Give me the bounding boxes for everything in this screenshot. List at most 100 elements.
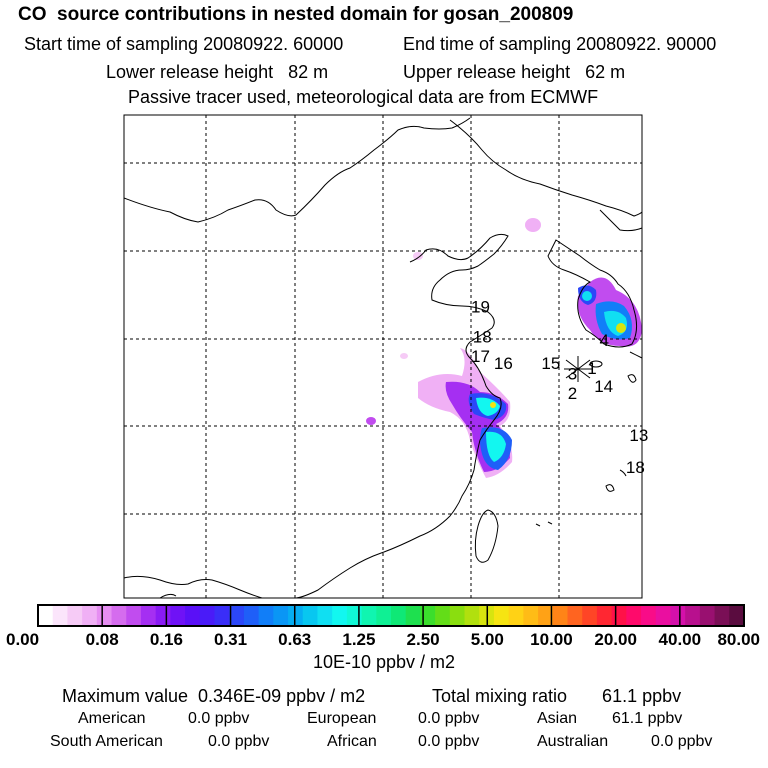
colorbar-tick-label: 0.16: [150, 630, 183, 649]
colorbar-swatch: [317, 605, 333, 626]
region-value: 61.1 ppbv: [612, 710, 683, 727]
concentration-field: [366, 218, 642, 478]
colorbar-frame: [37, 604, 745, 627]
colorbar-swatch: [538, 605, 554, 626]
colorbar-ticks: 0.00 0.08 0.16 0.31 0.63 1.25 2.50 5.00 10.00 20.…: [6, 605, 760, 649]
japan-coast: [629, 351, 643, 359]
trajectory-marker: 14: [594, 377, 613, 396]
colorbar-tick-label: 40.00: [659, 630, 702, 649]
tracer-note: Passive tracer used, meteorological data…: [128, 87, 599, 107]
colorbar-swatch: [626, 605, 642, 626]
max-value: Maximum value 0.346E-09 ppbv / m2: [62, 686, 366, 706]
start-time: Start time of sampling 20080922. 60000: [24, 34, 344, 54]
taiwan-coast: [474, 509, 499, 563]
lower-release-height: Lower release height 82 m: [106, 62, 329, 82]
colorbar-tick-label: 20.00: [594, 630, 637, 649]
colorbar-tick-label: 0.31: [214, 630, 247, 649]
colorbar-swatch: [508, 605, 524, 626]
receptor-star: [564, 356, 592, 382]
colorbar-swatch: [376, 605, 392, 626]
colorbar-swatch: [199, 605, 215, 626]
plume-patch: [400, 353, 408, 359]
colorbar-swatch: [288, 605, 304, 626]
region-value: 0.0 ppbv: [651, 733, 713, 750]
colorbar-swatch: [655, 605, 671, 626]
trajectory-marker: 16: [494, 354, 513, 373]
colorbar-swatch: [243, 605, 260, 626]
border-line: [449, 119, 643, 217]
colorbar-swatch: [493, 605, 510, 626]
total-mixing-ratio: Total mixing ratio 61.1 ppbv: [432, 686, 682, 706]
colorbar-swatch: [729, 605, 745, 626]
colorbar-tick-label: 0.00: [6, 630, 39, 649]
colorbar-tick-label: 10.00: [530, 630, 573, 649]
colorbar-tick-label: 0.63: [278, 630, 311, 649]
region-name: European: [307, 710, 377, 727]
plume-patch: [366, 417, 376, 425]
colorbar-swatch: [670, 605, 686, 626]
colorbar-swatch: [126, 605, 142, 626]
colorbar-swatch: [258, 605, 274, 626]
colorbar-swatch: [52, 605, 68, 626]
colorbar-swatch: [67, 605, 83, 626]
border-line: [159, 593, 177, 599]
colorbar-swatch: [170, 605, 186, 626]
island: [535, 521, 553, 527]
plot-frame: [123, 114, 643, 599]
trajectory-marker: 13: [629, 426, 648, 445]
graticule: [124, 115, 642, 598]
colorbar-swatch: [391, 605, 407, 626]
colorbar-swatch: [567, 605, 583, 626]
china-coast: [295, 233, 509, 599]
plume-patch: [582, 291, 592, 301]
island: [605, 484, 615, 492]
colorbar-swatch: [273, 605, 289, 626]
colorbar-swatch: [596, 605, 613, 626]
colorbar-swatch: [155, 605, 171, 626]
border-line: [599, 209, 643, 232]
plume-patch: [525, 218, 541, 232]
colorbar-swatch: [611, 605, 627, 626]
colorbar-swatch: [82, 605, 98, 626]
trajectory-marker: 4: [600, 331, 609, 350]
plume-max: [616, 323, 626, 333]
colorbar-swatch: [464, 605, 480, 626]
end-time: End time of sampling 20080922. 90000: [403, 34, 717, 54]
trajectory-marker: 19: [471, 298, 490, 317]
colorbar-unit: 10E-10 ppbv / m2: [312, 652, 456, 672]
colorbar-tick-label: 5.00: [471, 630, 504, 649]
colorbar-swatch: [229, 605, 245, 626]
colorbar-swatch: [523, 605, 539, 626]
trajectory-marker: 17: [471, 347, 490, 366]
island: [627, 374, 637, 383]
colorbar-swatch: [685, 605, 701, 626]
region-name: Asian: [537, 710, 578, 727]
trajectory-marker: 18: [626, 458, 645, 477]
region-value: 0.0 ppbv: [188, 710, 250, 727]
border-line: [123, 117, 471, 223]
plume-patch: [413, 252, 423, 260]
colorbar-tick-label: 0.08: [86, 630, 119, 649]
colorbar-tick-label: 2.50: [407, 630, 440, 649]
region-name: African: [327, 733, 377, 750]
colorbar-tick-label: 1.25: [342, 630, 375, 649]
island: [619, 469, 627, 477]
colorbar-swatch: [582, 605, 598, 626]
colorbar: [37, 604, 745, 627]
region-value: 0.0 ppbv: [418, 733, 480, 750]
region-name: Australian: [537, 733, 609, 750]
jeju-island: [589, 360, 603, 368]
colorbar-swatch: [214, 605, 230, 626]
colorbar-swatch: [449, 605, 466, 626]
colorbar-swatch: [302, 605, 318, 626]
region-name: South American: [50, 733, 163, 750]
plume-patch: [490, 402, 496, 408]
colorbar-swatch: [420, 605, 436, 626]
trajectory-marker: 1: [587, 359, 596, 378]
trajectory-marker: 18: [473, 328, 492, 347]
colorbar-swatch: [699, 605, 716, 626]
colorbar-swatch: [185, 605, 201, 626]
region-value: 0.0 ppbv: [208, 733, 270, 750]
colorbar-swatch: [405, 605, 421, 626]
colorbar-swatch: [111, 605, 127, 626]
